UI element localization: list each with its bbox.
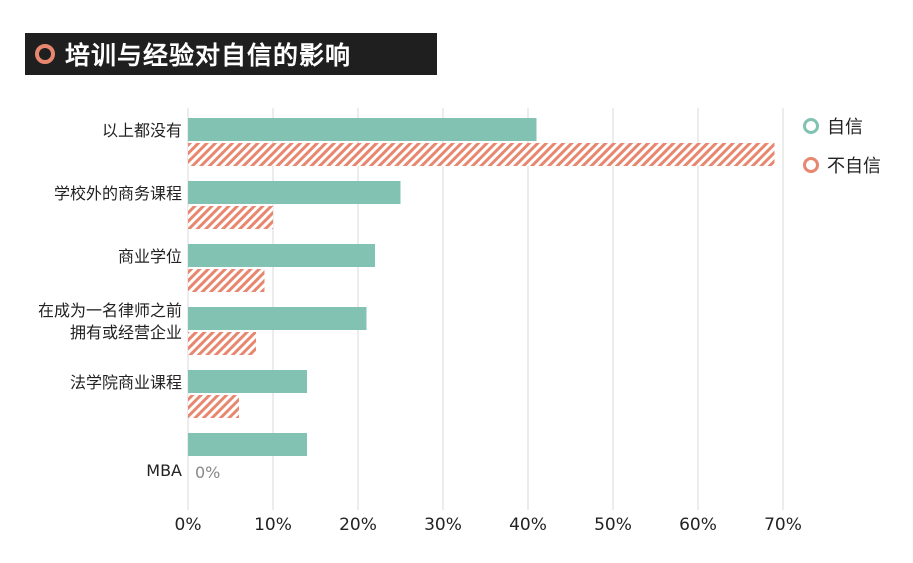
- bar-confident: [188, 244, 375, 267]
- bar-not-confident: [188, 395, 239, 418]
- category-label: 商业学位: [118, 247, 182, 266]
- chart-title-bar: 培训与经验对自信的影响: [25, 33, 437, 75]
- x-tick-label: 10%: [254, 515, 292, 535]
- x-tick-label: 20%: [339, 515, 377, 535]
- legend-marker-icon: [803, 157, 819, 173]
- circle-icon: [35, 44, 55, 64]
- x-tick-label: 40%: [509, 515, 547, 535]
- bar-confident: [188, 118, 537, 141]
- legend-label: 不自信: [827, 156, 881, 177]
- category-label: 学校外的商务课程: [54, 184, 182, 203]
- bar-confident: [188, 370, 307, 393]
- x-tick-label: 60%: [679, 515, 717, 535]
- bar-not-confident: [188, 206, 273, 229]
- legend-label: 自信: [827, 117, 863, 138]
- chart-title: 培训与经验对自信的影响: [65, 41, 352, 70]
- labels: 0% 10% 20% 30% 40% 50% 60% 70% 以上都没有学校外的商务课程商业学位…: [38, 121, 802, 535]
- x-tick-label: 50%: [594, 515, 632, 535]
- x-tick-label: 30%: [424, 515, 462, 535]
- bars: [188, 118, 775, 456]
- bar-not-confident: [188, 332, 256, 355]
- bar-confident: [188, 433, 307, 456]
- x-tick-label: 0%: [175, 515, 202, 535]
- category-label: 拥有或经营企业: [70, 323, 182, 342]
- x-tick-label: 70%: [764, 515, 802, 535]
- legend-marker-icon: [803, 118, 819, 134]
- data-label: 0%: [195, 463, 220, 482]
- bar-not-confident: [188, 269, 265, 292]
- bar-confident: [188, 307, 367, 330]
- bar-not-confident: [188, 143, 775, 166]
- category-label: 以上都没有: [102, 121, 182, 140]
- category-label: 在成为一名律师之前: [38, 301, 182, 320]
- category-label: MBA: [146, 461, 182, 480]
- category-label: 法学院商业课程: [70, 373, 182, 392]
- bar-confident: [188, 181, 401, 204]
